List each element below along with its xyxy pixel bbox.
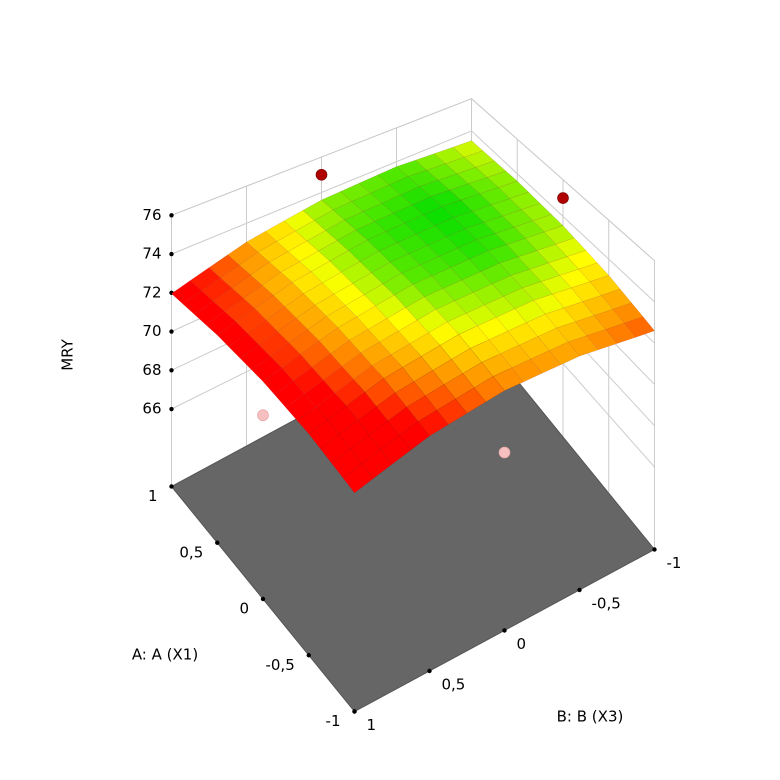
surface-facet [548,341,580,365]
tick-mark [215,540,220,545]
x-axis-title: A: A (X1) [132,646,198,664]
tick-mark [169,484,174,489]
design-point [557,192,569,204]
surface-facet [417,409,449,437]
z-tick-label: 72 [142,283,161,301]
tick-mark [352,709,357,714]
surface-facet [342,463,374,494]
x-tick-label: 1 [148,487,158,505]
y-axis-title: B: B (X3) [557,708,624,726]
y-tick-label: 0,5 [442,676,466,694]
surface-facet [623,316,655,338]
z-tick-label: 66 [142,400,161,418]
z-tick-label: 74 [142,245,161,263]
tick-mark [169,406,174,412]
tick-mark [169,213,174,218]
tick-mark [169,329,174,334]
z-tick-label: 76 [142,206,161,224]
surface-facet [586,329,618,351]
z-tick-label: 70 [142,322,161,340]
y-tick-label: -1 [667,554,682,572]
surface-facet [492,367,524,391]
surface-facet [567,335,599,357]
design-point [315,168,328,181]
surface-facet [511,358,543,383]
y-tick-label: 0 [517,635,527,653]
y-tick-label: 1 [367,716,377,734]
surface-facet [380,435,412,465]
surface-facet [455,387,487,414]
design-point [257,409,269,422]
tick-mark [260,596,266,602]
y-tick-label: -0,5 [592,595,621,613]
surface-facet [605,322,637,344]
design-point [498,446,511,459]
surface-facet [530,350,562,374]
tick-mark [306,653,311,658]
tick-mark [169,251,174,257]
tick-mark [502,628,507,633]
x-tick-label: 0,5 [179,543,203,561]
tick-mark [427,668,432,674]
z-tick-label: 68 [142,361,161,379]
x-tick-label: 0 [239,600,249,618]
tick-mark [577,587,582,593]
x-tick-label: -1 [326,712,341,730]
z-axis-title: MRY [59,338,77,370]
tick-mark [652,547,657,552]
x-tick-label: -0,5 [265,656,294,674]
tick-mark [169,368,174,373]
